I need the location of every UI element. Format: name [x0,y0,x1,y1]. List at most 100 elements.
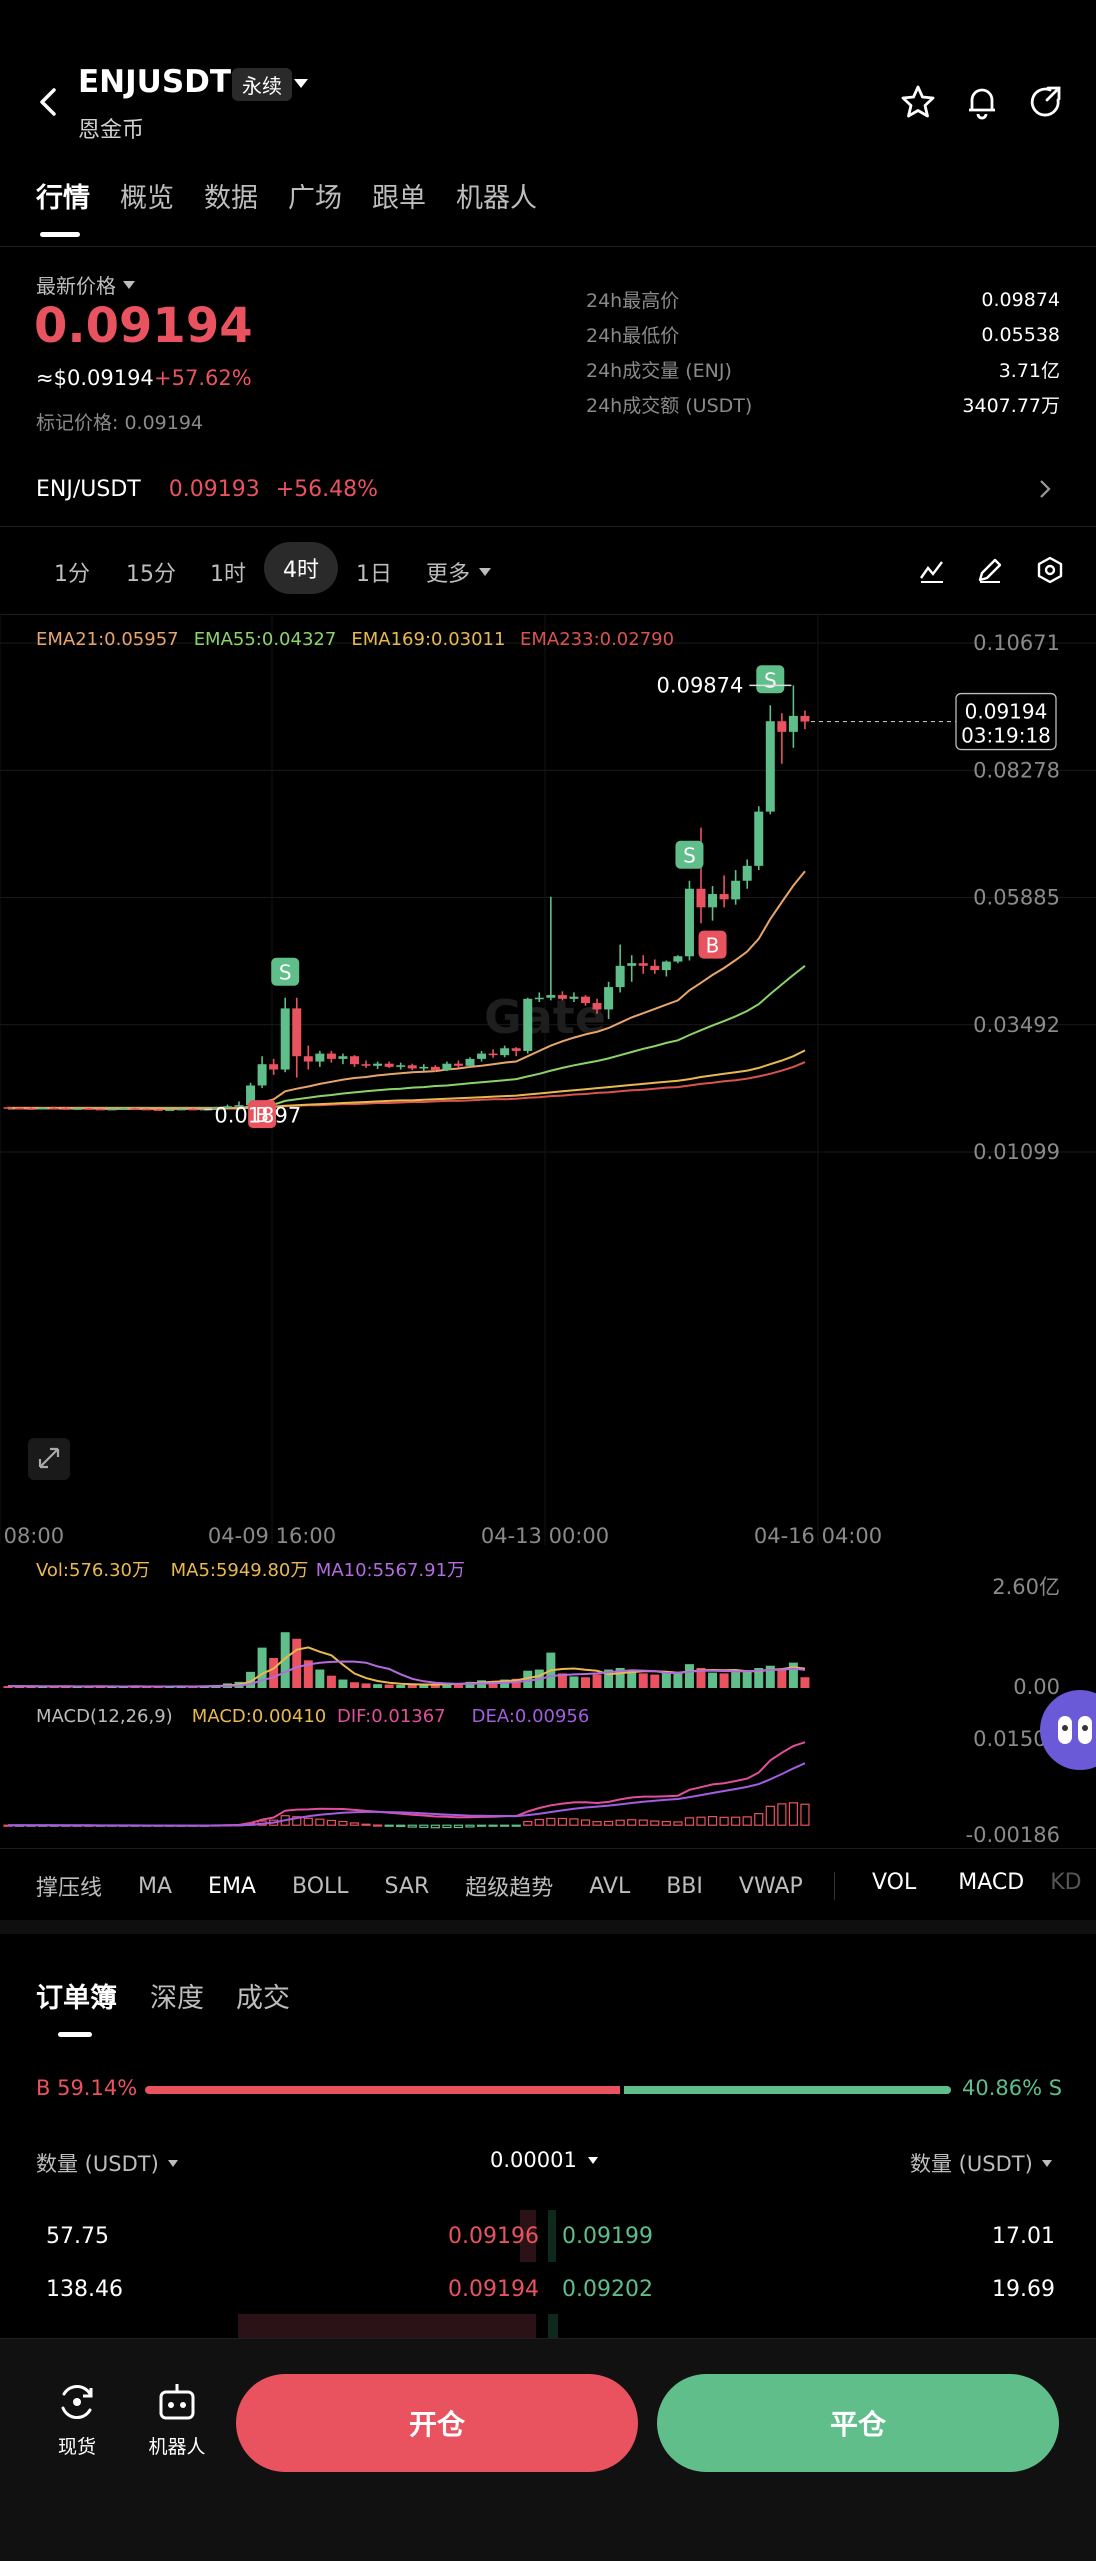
settings-hexagon-icon[interactable] [1036,556,1064,588]
timeframe-4h[interactable]: 4时 [264,542,338,594]
marker-label: S [764,668,777,692]
volume-bars [3,1632,810,1688]
macd-histogram-bar [303,1817,313,1826]
macd-histogram-bar [650,1820,660,1826]
tab-square[interactable]: 广场 [288,183,342,214]
favorite-star-icon[interactable] [900,84,936,124]
candle-body [26,1108,36,1110]
indicator-boll[interactable]: BOLL [291,1873,349,1899]
candle-body [569,996,579,999]
macd-axis-min: -0.00186 [966,1823,1060,1847]
ema-legend-item: EMA169:0.03011 [351,629,505,650]
indicator-avl[interactable]: AVL [589,1873,631,1899]
macd-histogram-bar [661,1820,671,1826]
tab-copy-trading[interactable]: 跟单 [372,183,426,214]
ask-depth-bar [548,2314,558,2344]
orderbook-row[interactable]: 138.46 0.09194 0.09202 19.69 [0,2277,1096,2309]
volume-chart[interactable]: Vol:576.30万 MA5:5949.80万 MA10:5567.91万 2.6… [0,1548,1096,1698]
macd-histogram-bar [546,1817,556,1826]
stat-label: 24h成交额 (USDT) [586,395,753,417]
timeframe-15m[interactable]: 15分 [126,562,176,587]
bot-shortcut[interactable]: 机器人 [140,2380,214,2459]
candle-body [61,1108,71,1110]
tab-trades[interactable]: 成交 [236,1983,290,2014]
timeframe-1d[interactable]: 1日 [356,562,392,587]
stat-label: 24h最低价 [586,325,680,347]
indicator-kd[interactable]: KD [1050,1870,1082,1895]
timeframe-more-label: 更多 [426,562,471,587]
candle-body [419,1066,429,1069]
tab-market[interactable]: 行情 [36,183,90,214]
indicator-vwap[interactable]: VWAP [738,1873,803,1899]
divider [0,1848,1096,1849]
tab-depth[interactable]: 深度 [150,1983,204,2014]
tab-orderbook[interactable]: 订单簿 [36,1983,117,2014]
timeframe-1h[interactable]: 1时 [210,562,246,587]
symbol-dropdown-icon[interactable] [292,76,310,95]
volume-bar [465,1681,475,1688]
indicator-ma[interactable]: MA [138,1873,173,1899]
indicator-ema[interactable]: EMA [208,1873,256,1899]
precision-select[interactable]: 0.00001 [490,2148,599,2172]
floating-assistant-button[interactable] [1040,1690,1096,1770]
macd-histogram-bar [754,1813,764,1826]
time-tick-label: 04-13 00:00 [481,1524,609,1545]
indicator-bbi[interactable]: BBI [666,1873,703,1899]
candle-body [107,1108,117,1111]
close-position-button[interactable]: 平仓 [657,2374,1059,2472]
indicator-sar[interactable]: SAR [384,1873,430,1899]
indicator-support-resistance[interactable]: 撑压线 [36,1876,103,1901]
candle-body [719,894,729,900]
volume-bar [246,1671,256,1688]
macd-histogram-bar [338,1820,348,1826]
symbol-title[interactable]: ENJUSDT [78,64,232,100]
candle-body [3,1107,13,1109]
back-button[interactable] [30,82,66,122]
qty-left-header[interactable]: 数量 (USDT) [36,2148,179,2178]
time-tick-label: 04-09 16:00 [208,1524,336,1545]
volume-axis-max: 2.60亿 [992,1575,1060,1599]
candle-body [338,1056,348,1059]
stat-value: 0.09874 [981,288,1060,311]
current-price-box [955,692,1057,751]
swap-circle-icon [61,2384,93,2420]
ema-lines [8,870,806,1110]
share-icon[interactable] [1028,84,1064,124]
price-label[interactable]: 最新价格 [36,270,136,299]
buy-marker [698,930,727,959]
ma10-line [7,1660,806,1688]
macd-lines [7,1741,806,1827]
volume-bar [407,1684,417,1688]
stat-value: 0.05538 [981,323,1060,346]
open-position-button[interactable]: 开仓 [236,2374,638,2472]
indicator-macd[interactable]: MACD [958,1870,1025,1895]
indicator-vol[interactable]: VOL [872,1870,917,1895]
tab-bots[interactable]: 机器人 [456,183,537,214]
indicator-chart-icon[interactable] [918,556,946,588]
qty-right-header[interactable]: 数量 (USDT) [910,2148,1053,2178]
bell-icon[interactable] [964,84,1000,124]
volume-bar [800,1677,810,1688]
spot-shortcut-label: 现货 [57,2436,96,2458]
volume-legend-item: Vol:576.30万 [36,1560,150,1581]
indicator-supertrend[interactable]: 超级趋势 [465,1876,554,1901]
orderbook-row[interactable]: 57.75 0.09196 0.09199 17.01 [0,2224,1096,2256]
expand-arrows [38,1447,60,1469]
spot-shortcut[interactable]: 现货 [40,2380,114,2459]
macd-chart[interactable]: MACD(12,26,9) MACD:0.00410 DIF:0.01367 DEA:… [0,1698,1096,1848]
stat-row: 24h最高价 0.09874 [586,282,1060,317]
candle-body [153,1109,163,1111]
price-usd: ≈$0.09194 [36,366,154,390]
candle-body [315,1053,325,1062]
pencil-draw-icon[interactable] [976,556,1004,588]
volume-bar [592,1674,602,1688]
tab-overview[interactable]: 概览 [120,183,174,214]
candlestick-chart[interactable]: Gate EMA21:0.05957 EMA55:0.04327 EMA169:0.… [0,615,1096,1545]
robot-icon [1058,1716,1092,1744]
timeframe-more[interactable]: 更多 [426,556,492,588]
spot-row[interactable]: ENJ/USDT 0.09193 +56.48% [36,474,1060,504]
volume-bar [453,1683,463,1688]
timeframe-1m[interactable]: 1分 [54,562,90,587]
tab-data[interactable]: 数据 [204,183,258,214]
ema-legend-item: EMA21:0.05957 [36,629,179,650]
